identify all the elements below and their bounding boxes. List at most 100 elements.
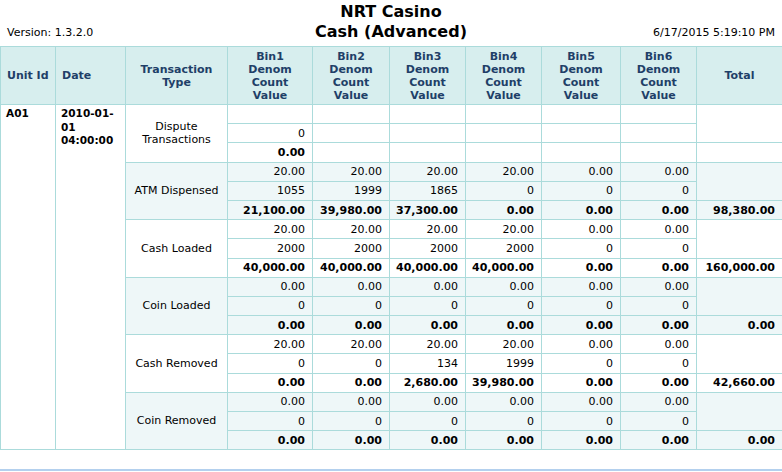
bin-sub-label: Value [317,89,385,102]
bin-sub-label: Count [232,76,308,89]
cell-denom-bin4: 20.00 [466,335,542,354]
report-timestamp: 6/17/2015 5:19:10 PM [653,26,775,39]
cell-denom-bin1: 20.00 [228,335,313,354]
cell-denom-bin3: 20.00 [390,220,466,239]
cell-denom-bin1: 0.00 [228,277,313,296]
cell-denom-bin2: 20.00 [313,220,390,239]
cell-count-bin2: 2000 [313,239,390,258]
cell-denom-bin1 [228,105,313,124]
total-spacer-cell [697,277,782,315]
transaction-type-cell: Coin Loaded [126,277,228,335]
cell-count-bin6: 0 [621,296,697,315]
transaction-type-cell: Cash Removed [126,335,228,393]
transaction-type-cell: Coin Removed [126,392,228,450]
transaction-type-cell: Cash Loaded [126,220,228,278]
cell-count-bin5: 0 [542,412,621,431]
cell-denom-bin6: 0.00 [621,392,697,411]
cell-value-bin6: 0.00 [621,431,697,450]
cell-count-bin1: 0 [228,412,313,431]
total-value-cell: 0.00 [697,316,782,335]
cell-value-bin3: 2,680.00 [390,373,466,392]
cell-value-bin1: 40,000.00 [228,258,313,277]
cell-count-bin4: 1999 [466,354,542,373]
cell-denom-bin1: 20.00 [228,162,313,181]
col-header-date: Date [56,47,126,105]
cell-denom-bin6: 0.00 [621,335,697,354]
cell-count-bin2 [313,124,390,143]
cell-count-bin3: 0 [390,412,466,431]
cell-count-bin3 [390,124,466,143]
bin-sub-label: Value [232,89,308,102]
cell-count-bin4: 0 [466,181,542,200]
cell-value-bin3: 0.00 [390,316,466,335]
cell-value-bin4: 0.00 [466,200,542,219]
cell-count-bin3: 2000 [390,239,466,258]
cell-denom-bin5: 0.00 [542,277,621,296]
cell-denom-bin3: 20.00 [390,162,466,181]
cell-count-bin6: 0 [621,354,697,373]
cell-count-bin6 [621,124,697,143]
cell-value-bin4: 40,000.00 [466,258,542,277]
cell-value-bin2: 40,000.00 [313,258,390,277]
cell-value-bin5 [542,143,621,162]
total-value-cell: 0.00 [697,431,782,450]
total-spacer-cell [697,220,782,258]
cell-denom-bin1: 20.00 [228,220,313,239]
cell-denom-bin4: 20.00 [466,220,542,239]
cell-count-bin3: 134 [390,354,466,373]
cell-denom-bin2: 20.00 [313,162,390,181]
report-table: Unit IdDateTransaction TypeBin1DenomCoun… [0,46,782,450]
bin-sub-label: Value [625,89,692,102]
cell-denom-bin6 [621,105,697,124]
bin-name-label: Bin1 [232,50,308,63]
cell-count-bin5: 0 [542,239,621,258]
col-header-transaction-type: Transaction Type [126,47,228,105]
cell-denom-bin2: 20.00 [313,335,390,354]
cell-count-bin3: 1865 [390,181,466,200]
cell-denom-bin4: 0.00 [466,277,542,296]
cell-value-bin3 [390,143,466,162]
col-header-total: Total [697,47,782,105]
bin-sub-label: Count [625,76,692,89]
bin-sub-label: Value [394,89,461,102]
cell-count-bin2: 1999 [313,181,390,200]
transaction-type-cell: ATM Dispensed [126,162,228,220]
total-spacer-cell [697,335,782,373]
cell-value-bin4: 0.00 [466,431,542,450]
cell-denom-bin3: 0.00 [390,277,466,296]
cell-value-bin2: 0.00 [313,431,390,450]
bin-sub-label: Denom [232,63,308,76]
cell-value-bin2: 0.00 [313,316,390,335]
cell-denom-bin6: 0.00 [621,220,697,239]
cell-count-bin1: 0 [228,354,313,373]
bin-sub-label: Value [546,89,616,102]
cell-count-bin6: 0 [621,239,697,258]
date-cell: 2010-01-01 04:00:00 [56,105,126,450]
version-value: 1.3.2.0 [55,26,93,39]
cell-count-bin6: 0 [621,412,697,431]
table-head: Unit IdDateTransaction TypeBin1DenomCoun… [1,47,782,105]
total-value-cell: 98,380.00 [697,200,782,219]
cell-denom-bin5: 0.00 [542,392,621,411]
total-spacer-cell [697,392,782,430]
cell-value-bin1: 0.00 [228,373,313,392]
unit-id-cell: A01 [1,105,56,450]
cell-value-bin1: 0.00 [228,316,313,335]
cell-denom-bin3: 0.00 [390,392,466,411]
cell-denom-bin4 [466,105,542,124]
cell-value-bin6: 0.00 [621,200,697,219]
cell-count-bin4: 0 [466,296,542,315]
cell-value-bin2: 0.00 [313,373,390,392]
transaction-type-cell: Dispute Transactions [126,105,228,163]
bin-name-label: Bin2 [317,50,385,63]
cell-count-bin1: 0 [228,124,313,143]
col-header-bin4: Bin4DenomCountValue [466,47,542,105]
cell-count-bin4: 2000 [466,239,542,258]
cell-value-bin1: 21,100.00 [228,200,313,219]
cell-value-bin5: 0.00 [542,431,621,450]
col-header-unit-id: Unit Id [1,47,56,105]
bin-sub-label: Value [470,89,537,102]
col-header-bin2: Bin2DenomCountValue [313,47,390,105]
cell-value-bin1: 0.00 [228,143,313,162]
cell-count-bin2: 0 [313,296,390,315]
